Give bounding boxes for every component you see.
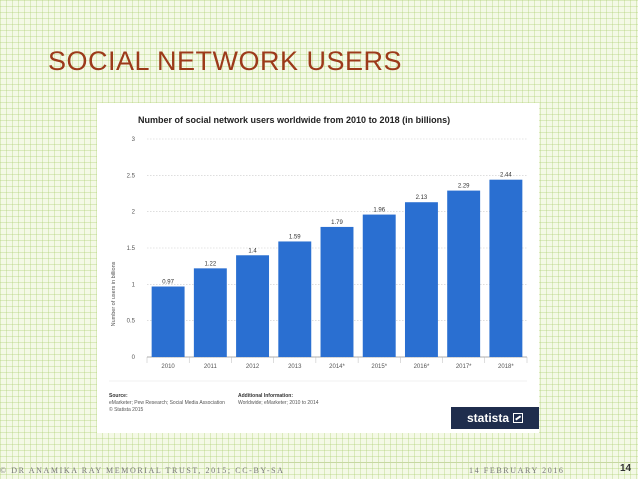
x-tick-label: 2017* (456, 364, 472, 370)
additional-info-block: Additional Information: Worldwide; eMark… (238, 393, 319, 407)
source-block: Source: eMarketer; Pew Research; Social … (109, 393, 225, 414)
additional-info-line: Worldwide; eMarketer; 2010 to 2014 (238, 400, 319, 406)
footer-date: 14 FEBRUARY 2016 (469, 466, 565, 475)
page-number: 14 (620, 463, 632, 474)
additional-info-heading: Additional Information: (238, 393, 293, 399)
y-tick-label: 0.5 (127, 319, 136, 325)
bar (362, 214, 396, 357)
bar (489, 179, 523, 357)
footer-copyright: © DR ANAMIKA RAY MEMORIAL TRUST, 2015; C… (0, 466, 285, 475)
bar-value-label: 1.96 (373, 208, 385, 214)
bar-value-label: 0.97 (162, 280, 174, 286)
y-tick-label: 2.5 (127, 173, 136, 179)
x-tick-label: 2012 (246, 364, 260, 370)
x-tick-label: 2018* (498, 364, 514, 370)
slide-title: SOCIAL NETWORK USERS (48, 46, 403, 76)
x-tick-label: 2011 (204, 364, 218, 370)
chart-card: Number of social network users worldwide… (97, 103, 539, 433)
bar-value-label: 2.29 (458, 184, 470, 190)
bar (236, 255, 270, 357)
x-tick-label: 2015* (371, 364, 387, 370)
y-tick-label: 0 (132, 355, 136, 361)
bar-chart: 0 0.5 1 1.5 2 2.5 3 0.97 2010 1.22 2011 1.4 2012 1.59… (109, 137, 528, 382)
footer-divider (0, 462, 638, 463)
y-tick-label: 3 (132, 137, 136, 143)
bar (404, 202, 438, 357)
x-tick-label: 2016* (414, 364, 430, 370)
x-tick-label: 2013 (288, 364, 302, 370)
source-heading: Source: (109, 393, 128, 399)
statista-logo-text: statista (466, 411, 510, 425)
bar-value-label: 2.44 (500, 173, 512, 179)
bar-value-label: 1.59 (289, 234, 301, 240)
source-line: © Statista 2015 (109, 407, 144, 413)
statista-logo[interactable]: statista (451, 407, 539, 429)
y-tick-label: 2 (132, 210, 136, 216)
x-tick-label: 2014* (329, 364, 345, 370)
bar-value-label: 1.79 (331, 220, 343, 226)
source-line: eMarketer; Pew Research; Social Media As… (109, 400, 225, 406)
y-tick-label: 1 (132, 282, 136, 288)
bar (193, 268, 227, 357)
y-tick-label: 1.5 (127, 246, 136, 252)
bar (151, 286, 185, 357)
bar (447, 190, 481, 357)
x-tick-label: 2010 (161, 364, 175, 370)
bar (278, 241, 312, 357)
bar-value-label: 1.4 (248, 248, 257, 254)
bar (320, 226, 354, 357)
bar-value-label: 1.22 (204, 261, 216, 267)
chart-title: Number of social network users worldwide… (138, 115, 451, 125)
statista-logo-icon (513, 413, 524, 423)
bar-value-label: 2.13 (416, 195, 428, 201)
